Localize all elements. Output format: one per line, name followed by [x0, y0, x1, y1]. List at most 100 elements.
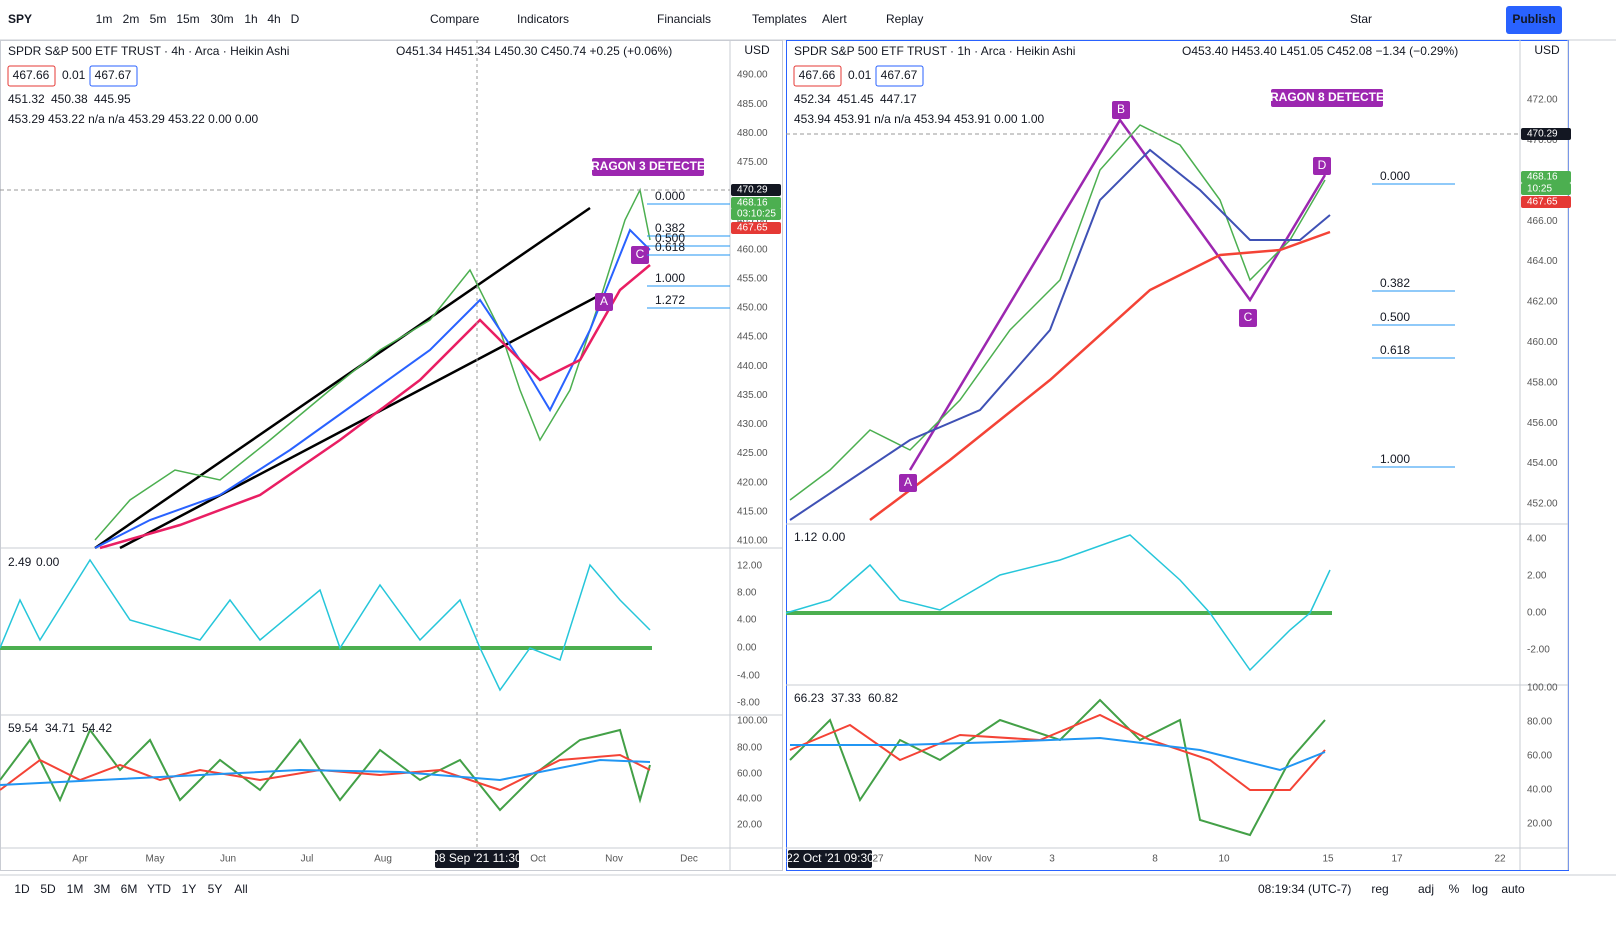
ma-value: 447.17 [880, 92, 917, 106]
bid-box [7, 65, 56, 87]
range-button[interactable]: 5D [40, 882, 56, 896]
osc-tick: 4.00 [737, 615, 757, 626]
osc-tick: 2.00 [1527, 571, 1547, 582]
pane-separators [0, 40, 1616, 876]
rsi-tick: 20.00 [737, 820, 762, 831]
osc-value: 1.12 [794, 530, 818, 544]
range-button[interactable]: All [234, 882, 247, 896]
price-tick: 485.00 [737, 99, 768, 110]
range-button[interactable]: 3M [94, 882, 111, 896]
publish[interactable]: Publish [1512, 12, 1555, 26]
time-label: Dec [680, 854, 698, 865]
rsi-value: 66.23 [794, 691, 824, 705]
osc-tick: 0.00 [1527, 608, 1547, 619]
toolbar-button[interactable]: Alert [822, 12, 847, 26]
price-tag-text: 470.29 [1527, 129, 1558, 140]
interval[interactable]: 4h [267, 12, 280, 26]
osc-value: 0.00 [36, 555, 60, 569]
osc-tick: 12.00 [737, 561, 762, 572]
fib-level: 1.000 [1380, 452, 1410, 466]
price-tick: 435.00 [737, 390, 768, 401]
crosshair-box [788, 850, 872, 868]
rsi-value: 54.42 [82, 721, 112, 735]
star[interactable]: Star [1350, 12, 1372, 26]
rsi-tick: 40.00 [737, 794, 762, 805]
price-tick: 452.00 [1527, 499, 1558, 510]
ohlc: O453.40 H453.40 L451.05 C452.08 −1.34 (−… [1182, 44, 1458, 58]
rsi-tick: 100.00 [1527, 683, 1558, 694]
toolbar-button[interactable]: Replay [886, 12, 923, 26]
scale-option[interactable]: adj [1418, 882, 1434, 896]
pattern-point [899, 474, 917, 492]
time-label: Oct [530, 854, 546, 865]
range-button[interactable]: 5Y [208, 882, 223, 896]
toolbar-button[interactable]: Indicators [517, 12, 569, 26]
bid: 467.66 [13, 68, 50, 82]
interval[interactable]: 1m [96, 12, 113, 26]
pattern-label: A [904, 475, 912, 489]
range-button[interactable]: 1D [14, 882, 30, 896]
symbol[interactable]: SPY [8, 12, 32, 26]
rsi-value: 34.71 [45, 721, 75, 735]
toolbar-button[interactable]: Financials [657, 12, 711, 26]
price-tick: 472.00 [1527, 95, 1558, 106]
fib-level: 0.000 [1380, 169, 1410, 183]
price-tag-text: 467.65 [737, 223, 768, 234]
osc-tick: 0.00 [737, 643, 757, 654]
fib-level: 0.618 [655, 240, 685, 254]
price-tick: 430.00 [737, 419, 768, 430]
interval[interactable]: 2m [123, 12, 140, 26]
price-tick: 462.00 [1527, 297, 1558, 308]
ask: 467.67 [95, 68, 132, 82]
scale-option[interactable]: % [1449, 882, 1460, 896]
pattern-point [1313, 157, 1331, 175]
osc-value: 0.00 [822, 530, 846, 544]
time-label: 17 [1391, 854, 1403, 865]
ask-box [875, 65, 924, 87]
interval[interactable]: D [291, 12, 300, 26]
interval[interactable]: 1h [244, 12, 257, 26]
price-tick: 465.00 [737, 215, 768, 226]
crosshair-label: 08 Sep '21 11:30 [432, 851, 522, 865]
scale-option[interactable]: reg [1371, 882, 1388, 896]
ma-value: 450.38 [51, 92, 88, 106]
scale-option[interactable]: auto [1501, 882, 1525, 896]
interval[interactable]: 30m [210, 12, 233, 26]
interval[interactable]: 15m [176, 12, 199, 26]
price-tick: 456.00 [1527, 418, 1558, 429]
fib-level: 0.382 [1380, 276, 1410, 290]
price-tick: 466.00 [1527, 216, 1558, 227]
pattern-label: B [1117, 102, 1125, 116]
price-tag [731, 184, 781, 196]
fib-level: 1.000 [655, 271, 685, 285]
osc-tick: -4.00 [737, 671, 760, 682]
time-label: 27 [872, 854, 884, 865]
price-tick: 445.00 [737, 332, 768, 343]
rsi-tick: 20.00 [1527, 819, 1552, 830]
range-button[interactable]: 1M [67, 882, 84, 896]
osc-tick: 4.00 [1527, 534, 1547, 545]
scale-option[interactable]: log [1472, 882, 1488, 896]
interval[interactable]: 5m [150, 12, 167, 26]
price-tick: 410.00 [737, 536, 768, 547]
price-tick: 425.00 [737, 448, 768, 459]
range-button[interactable]: 1Y [182, 882, 197, 896]
publish-button[interactable] [1506, 6, 1562, 34]
time-label: 15 [1322, 854, 1334, 865]
crosshair-box [435, 850, 519, 868]
price-tag-text: 468.16 [737, 198, 768, 209]
toolbar-button[interactable]: Templates [752, 12, 807, 26]
fib-level: 0.382 [655, 221, 685, 235]
rsi-value: 59.54 [8, 721, 38, 735]
rsi-value: 37.33 [831, 691, 861, 705]
range-button[interactable]: YTD [147, 882, 171, 896]
ma-value: 445.95 [94, 92, 131, 106]
pattern-label: C [1244, 310, 1253, 324]
price-tag-text: 10:25 [1527, 184, 1552, 195]
time-label: 3 [1049, 854, 1055, 865]
time-label: 10 [1218, 854, 1230, 865]
price-tick: 450.00 [737, 303, 768, 314]
toolbar-button[interactable]: Compare [430, 12, 480, 26]
range-button[interactable]: 6M [121, 882, 138, 896]
